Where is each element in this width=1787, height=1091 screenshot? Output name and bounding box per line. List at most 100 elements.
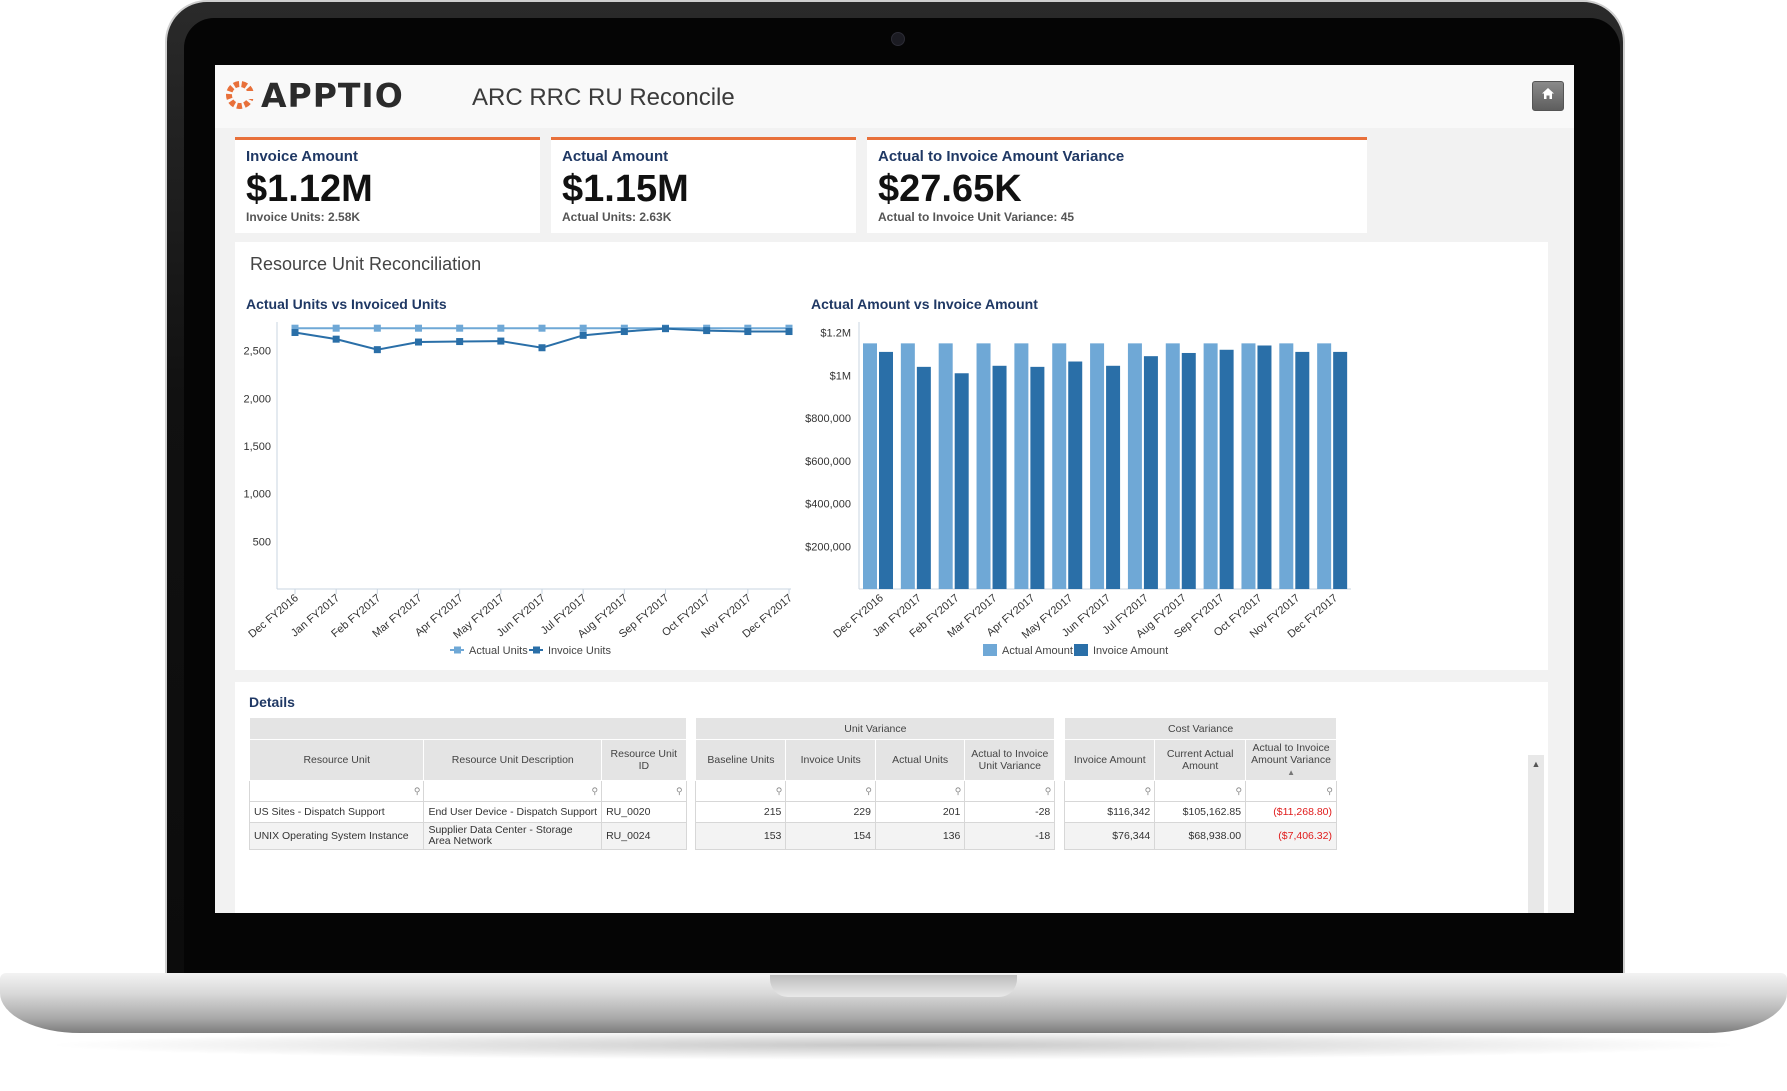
column-header-label: Actual to Invoice Amount Variance (1251, 742, 1331, 766)
filter-input[interactable]: ⚲ (695, 780, 787, 802)
logo-text: APPTIO (261, 75, 404, 115)
bar-1 (1068, 361, 1083, 589)
data-point (291, 328, 299, 336)
filter-input[interactable]: ⚲ (1154, 780, 1247, 802)
bar-chart[interactable]: $200,000 $400,000 $600,000 $800,000 $1M $1.2M… (795, 317, 1355, 667)
bar-0 (976, 343, 991, 589)
data-point (291, 324, 299, 332)
y-tick-label: $1.2M (820, 328, 851, 340)
data-point (785, 328, 793, 336)
search-icon: ⚲ (1044, 785, 1052, 796)
y-tick-label: 1,500 (243, 441, 271, 453)
kpi-subtext: Actual Units: 2.63K (562, 210, 672, 224)
search-icon: ⚲ (413, 785, 421, 796)
table-scrollbar[interactable]: ▲ (1528, 755, 1544, 913)
column-header-current-actual-amount[interactable]: Current Actual Amount (1154, 739, 1247, 781)
column-gap (1054, 822, 1065, 850)
cell-amount-variance: ($11,268.80) (1245, 801, 1337, 823)
column-gap (1054, 801, 1065, 823)
legend-swatch (1074, 644, 1088, 656)
cell-description: Supplier Data Center - Storage Area Netw… (423, 822, 603, 850)
filter-input[interactable]: ⚲ (1245, 780, 1337, 802)
data-point (579, 324, 587, 332)
cell-actual-units: 136 (874, 822, 966, 850)
data-point (497, 337, 505, 345)
column-gap (1054, 780, 1065, 802)
data-point (579, 331, 587, 339)
group-header-blank (249, 717, 687, 740)
group-header-cost-variance: Cost Variance (1064, 717, 1337, 740)
filter-row: ⚲ ⚲ ⚲ ⚲ ⚲ ⚲ ⚲ ⚲ ⚲ ⚲ (248, 780, 1337, 802)
bar-0 (1317, 343, 1332, 589)
legend-marker (454, 646, 461, 654)
cell-invoice-units: 229 (785, 801, 876, 823)
home-button[interactable] (1532, 81, 1564, 111)
search-icon: ⚲ (775, 785, 783, 796)
column-gap (686, 717, 696, 740)
home-icon (1541, 87, 1555, 105)
data-point (744, 328, 752, 336)
column-header-invoice-units[interactable]: Invoice Units (785, 739, 876, 781)
column-header-description[interactable]: Resource Unit Description (423, 739, 603, 781)
kpi-title: Actual to Invoice Amount Variance (878, 148, 1125, 165)
bar-0 (1127, 343, 1142, 589)
filter-input[interactable]: ⚲ (785, 780, 876, 802)
bar-1 (1295, 351, 1310, 589)
legend-label: Invoice Units (548, 645, 611, 657)
column-header-baseline-units[interactable]: Baseline Units (695, 739, 787, 781)
column-header-actual-units[interactable]: Actual Units (874, 739, 966, 781)
column-header-invoice-amount[interactable]: Invoice Amount (1064, 739, 1156, 781)
bar-1 (916, 366, 931, 589)
filter-input[interactable]: ⚲ (423, 780, 603, 802)
bar-1 (1181, 352, 1196, 589)
sort-ascending-icon: ▲ (1287, 768, 1295, 777)
legend-swatch (983, 644, 997, 656)
bar-1 (1333, 351, 1348, 589)
table-row[interactable]: UNIX Operating System Instance Supplier … (248, 822, 1337, 850)
cell-baseline-units: 153 (695, 822, 787, 850)
column-header-amount-variance[interactable]: Actual to Invoice Amount Variance ▲ (1245, 739, 1337, 781)
filter-input[interactable]: ⚲ (601, 780, 687, 802)
data-point (415, 324, 422, 332)
search-icon: ⚲ (675, 785, 683, 796)
data-point (538, 344, 546, 352)
filter-input[interactable]: ⚲ (1064, 780, 1156, 802)
column-header-resource-unit[interactable]: Resource Unit (248, 739, 425, 781)
bar-0 (938, 343, 953, 589)
data-point (497, 324, 505, 332)
legend-label: Actual Amount (1002, 645, 1073, 657)
search-icon: ⚲ (1235, 785, 1243, 796)
table-row[interactable]: US Sites - Dispatch Support End User Dev… (248, 801, 1337, 823)
kpi-value: $27.65K (878, 168, 1022, 210)
column-header-unit-variance[interactable]: Actual to Invoice Unit Variance (964, 739, 1056, 781)
bar-chart-title: Actual Amount vs Invoice Amount (811, 296, 1038, 312)
gear-logo-icon (223, 78, 257, 112)
filter-input[interactable]: ⚲ (248, 780, 425, 802)
cell-invoice-amount: $116,342 (1064, 801, 1156, 823)
details-panel: Details Unit Variance Cost Variance Reso… (235, 682, 1548, 913)
data-point (415, 338, 422, 346)
bar-1 (954, 373, 969, 589)
filter-input[interactable]: ⚲ (874, 780, 966, 802)
y-tick-label: 1,000 (243, 489, 271, 501)
bar-0 (863, 343, 877, 589)
scroll-up-icon[interactable]: ▲ (1531, 759, 1541, 769)
bar-0 (1014, 343, 1029, 589)
apptio-logo[interactable]: APPTIO (223, 75, 404, 115)
column-header-resource-unit-id[interactable]: Resource Unit ID (601, 739, 687, 781)
data-point (456, 338, 464, 346)
bar-1 (1143, 356, 1158, 589)
cell-resource-unit-id: RU_0024 (601, 822, 687, 850)
filter-input[interactable]: ⚲ (964, 780, 1056, 802)
cell-resource-unit: UNIX Operating System Instance (248, 822, 425, 850)
laptop-shadow (40, 1030, 1747, 1060)
line-chart-title: Actual Units vs Invoiced Units (246, 296, 447, 312)
legend-label: Actual Units (469, 645, 528, 657)
search-icon: ⚲ (591, 785, 599, 796)
bar-1 (1106, 365, 1121, 589)
y-tick-label: $600,000 (805, 456, 851, 468)
page-title: ARC RRC RU Reconcile (472, 84, 735, 111)
bar-0 (1241, 343, 1256, 589)
reconciliation-panel: Resource Unit Reconciliation Actual Unit… (235, 242, 1548, 670)
